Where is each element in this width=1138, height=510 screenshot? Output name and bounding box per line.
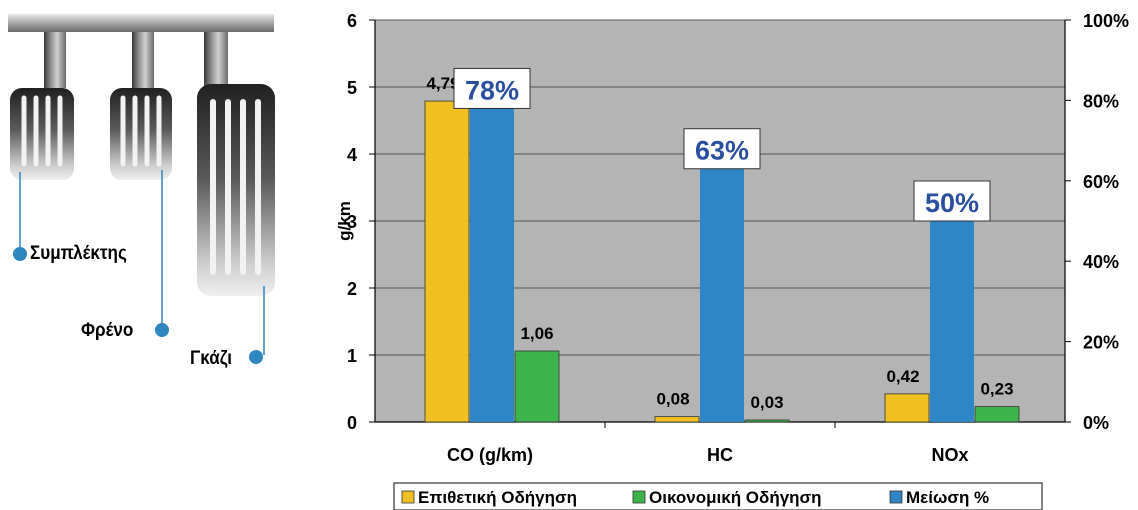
y2-tick-label: 0% [1083, 413, 1109, 433]
bar-economical [514, 350, 560, 423]
y-tick-label: 1 [347, 346, 357, 366]
bar-aggressive [884, 393, 930, 423]
legend-swatch [889, 490, 903, 504]
y2-tick-label: 20% [1083, 333, 1119, 353]
pedal-rail [8, 14, 274, 32]
y-tick-label: 4 [347, 145, 357, 165]
percent-callout-box [683, 128, 761, 170]
legend-swatch [632, 490, 646, 504]
brake-pedal [110, 88, 172, 180]
percent-callout-box [913, 180, 991, 222]
data-label-reduction: 78% [465, 75, 519, 105]
bar-aggressive [654, 416, 700, 423]
data-label-reduction: 63% [695, 136, 749, 166]
x-tick-label: CO (g/km) [447, 445, 533, 465]
y-tick-label: 6 [347, 11, 357, 31]
y-tick-label: 0 [347, 413, 357, 433]
data-label-aggressive: 4,79 [426, 74, 459, 93]
y-tick-label: 5 [347, 78, 357, 98]
data-label-economical: 1,06 [520, 324, 553, 343]
legend-swatch [401, 490, 415, 504]
legend-label: Μείωση % [906, 488, 989, 507]
data-label-aggressive: 0,42 [886, 367, 919, 386]
data-label-reduction: 50% [925, 188, 979, 218]
gas-label: Γκάζι [190, 348, 232, 369]
bar-reduction [930, 221, 974, 422]
emissions-chart: 01234560%20%40%60%80%100%g/km4,791,0678%… [335, 11, 1129, 510]
legend-label: Επιθετική Οδήγηση [418, 488, 577, 507]
gas-pedal [197, 84, 275, 296]
y2-tick-label: 80% [1083, 91, 1119, 111]
brake-label: Φρένο [81, 320, 134, 341]
data-label-aggressive: 0,08 [656, 390, 689, 409]
percent-callout-box [453, 67, 531, 109]
data-label-economical: 0,23 [980, 380, 1013, 399]
bar-reduction [700, 168, 744, 422]
y2-tick-label: 100% [1083, 11, 1129, 31]
y2-tick-label: 60% [1083, 172, 1119, 192]
gas-callout-dot [249, 350, 263, 364]
clutch-label: Συμπλέκτης [30, 243, 127, 264]
y2-tick-label: 40% [1083, 252, 1119, 272]
bar-economical [744, 419, 790, 423]
y-tick-label: 3 [347, 212, 357, 232]
y-axis-title: g/km [335, 201, 354, 241]
brake-arm [132, 32, 154, 88]
gas-arm [204, 32, 228, 88]
legend-label: Οικονομική Οδήγηση [649, 488, 822, 507]
clutch-callout-dot [13, 247, 27, 261]
x-tick-label: NOx [931, 445, 968, 465]
data-label-economical: 0,03 [750, 393, 783, 412]
clutch-pedal [10, 88, 74, 180]
bar-reduction [470, 108, 514, 422]
clutch-arm [44, 32, 66, 88]
x-tick-label: HC [707, 445, 733, 465]
pedals-illustration [8, 14, 275, 364]
pedal-callouts [19, 170, 265, 355]
bar-economical [974, 406, 1020, 423]
y-tick-label: 2 [347, 279, 357, 299]
legend-box [393, 482, 1043, 510]
brake-callout-dot [155, 323, 169, 337]
bar-aggressive [424, 100, 470, 423]
